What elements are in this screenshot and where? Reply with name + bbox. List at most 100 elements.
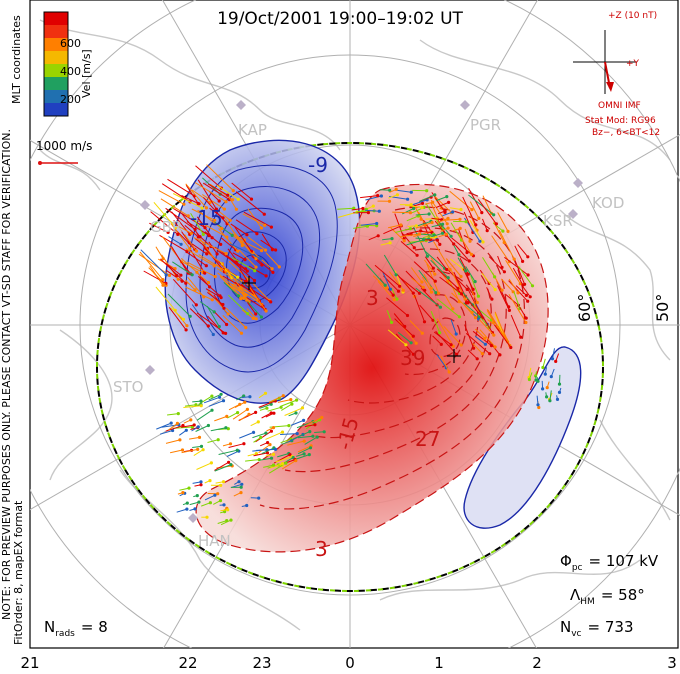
- velocity-vector: [150, 211, 179, 235]
- velocity-vector: [140, 249, 167, 276]
- velocity-vector: [165, 207, 196, 230]
- velocity-vector-origin: [175, 421, 179, 425]
- velocity-vector: [222, 275, 239, 286]
- velocity-vector-origin: [434, 291, 438, 295]
- velocity-vector: [394, 318, 414, 337]
- velocity-vector: [281, 460, 297, 470]
- velocity-vector-origin: [254, 265, 258, 269]
- velocity-vector-origin: [224, 426, 228, 430]
- velocity-vector: [185, 248, 215, 267]
- velocity-vector: [400, 241, 418, 256]
- velocity-vector: [445, 258, 462, 277]
- velocity-vector-origin: [239, 491, 243, 495]
- velocity-vector-origin: [195, 494, 199, 498]
- velocity-vector: [226, 450, 240, 457]
- velocity-vector: [191, 304, 214, 335]
- velocity-vector: [258, 444, 271, 454]
- velocity-vector: [415, 237, 429, 240]
- velocity-vector-origin: [231, 189, 235, 193]
- velocity-vector-origin: [474, 223, 478, 227]
- velocity-vector: [158, 190, 185, 205]
- velocity-vector-origin: [404, 343, 408, 347]
- velocity-vector-origin: [465, 250, 469, 255]
- velocity-vector: [229, 243, 261, 260]
- velocity-vector: [401, 208, 414, 215]
- velocity-vector-origin: [259, 226, 263, 230]
- velocity-vector-origin: [269, 402, 273, 406]
- velocity-vector: [500, 278, 514, 293]
- velocity-vector-origin: [448, 267, 452, 272]
- velocity-vector: [468, 194, 495, 216]
- velocity-vector: [449, 190, 473, 210]
- velocity-vector-origin: [196, 425, 200, 429]
- velocity-vector-origin: [470, 208, 474, 212]
- velocity-vector: [304, 436, 318, 445]
- velocity-vector-origin: [210, 236, 214, 240]
- velocity-vector-origin: [473, 280, 477, 284]
- velocity-vector: [181, 194, 200, 205]
- velocity-vector: [230, 223, 248, 236]
- velocity-vector-origin: [199, 480, 203, 484]
- velocity-vector: [165, 263, 178, 276]
- velocity-vector-origin: [161, 257, 165, 261]
- velocity-vector: [472, 330, 492, 346]
- velocity-vector-origin: [175, 273, 179, 278]
- velocity-vector: [387, 329, 407, 346]
- velocity-vector-origin: [524, 316, 528, 320]
- velocity-vector: [168, 422, 178, 431]
- velocity-vector-origin: [269, 411, 273, 415]
- velocity-vector-origin: [463, 297, 467, 301]
- velocity-vector: [337, 207, 354, 210]
- velocity-vector: [406, 215, 419, 222]
- svg-text:KSR: KSR: [543, 212, 573, 230]
- velocity-vector: [190, 212, 204, 235]
- velocity-vector-origin: [263, 248, 268, 252]
- velocity-vector-origin: [419, 229, 423, 233]
- velocity-vector-origin: [186, 214, 190, 218]
- velocity-vector: [514, 245, 524, 262]
- velocity-vector-origin: [245, 407, 249, 411]
- velocity-vector: [159, 430, 173, 435]
- velocity-vector: [172, 193, 203, 209]
- velocity-vector-origin: [507, 308, 511, 312]
- velocity-vector-origin: [187, 486, 191, 490]
- velocity-vector: [218, 228, 239, 252]
- velocity-vector-origin: [394, 187, 398, 191]
- velocity-vector-origin: [454, 332, 458, 336]
- velocity-vector-origin: [288, 453, 292, 457]
- velocity-vector: [228, 294, 249, 314]
- velocity-vector-origin: [245, 298, 249, 302]
- velocity-vector: [191, 189, 211, 203]
- velocity-vector: [284, 407, 303, 416]
- velocity-vector: [210, 427, 227, 432]
- lambda-hm: ΛHM = 58°: [570, 586, 645, 607]
- velocity-vector-origin: [222, 306, 226, 310]
- velocity-vector-origin: [221, 302, 225, 307]
- velocity-vector: [447, 277, 460, 302]
- velocity-vector: [423, 273, 432, 289]
- velocity-vector-origin: [433, 272, 437, 276]
- velocity-vector-origin: [254, 452, 258, 456]
- velocity-vector: [245, 459, 260, 462]
- velocity-vector: [204, 494, 216, 501]
- velocity-vector-origin: [423, 288, 427, 292]
- velocity-vector-origin: [188, 314, 192, 318]
- velocity-vector-origin: [530, 284, 535, 288]
- velocity-vector: [471, 290, 478, 303]
- velocity-vector-origin: [289, 398, 293, 402]
- velocity-vector-origin: [295, 398, 299, 402]
- velocity-vector-origin: [438, 331, 442, 335]
- velocity-vector: [406, 230, 421, 235]
- velocity-vector: [486, 287, 493, 300]
- velocity-vector: [239, 413, 250, 422]
- velocity-vector: [246, 308, 257, 320]
- velocity-vector-origin: [210, 408, 214, 412]
- velocity-vector-origin: [521, 259, 525, 263]
- velocity-vector-origin: [242, 442, 246, 446]
- fit-label: FitOrder: 8, mapEX format: [12, 500, 25, 645]
- velocity-vector: [469, 214, 478, 231]
- velocity-vector: [354, 208, 367, 214]
- velocity-vector-origin: [419, 217, 423, 221]
- velocity-vector-origin: [228, 218, 232, 222]
- velocity-vector: [469, 201, 480, 219]
